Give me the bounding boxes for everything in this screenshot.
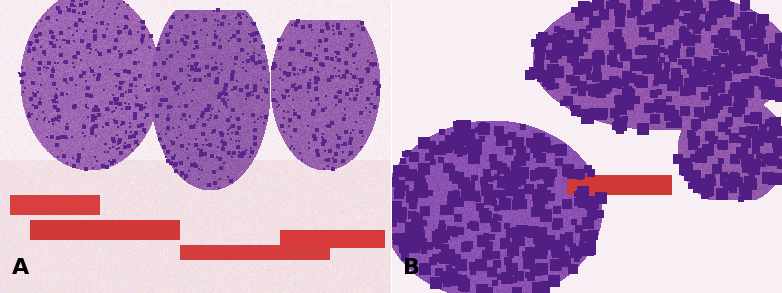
Text: B: B [404, 258, 421, 278]
Text: A: A [12, 258, 29, 278]
